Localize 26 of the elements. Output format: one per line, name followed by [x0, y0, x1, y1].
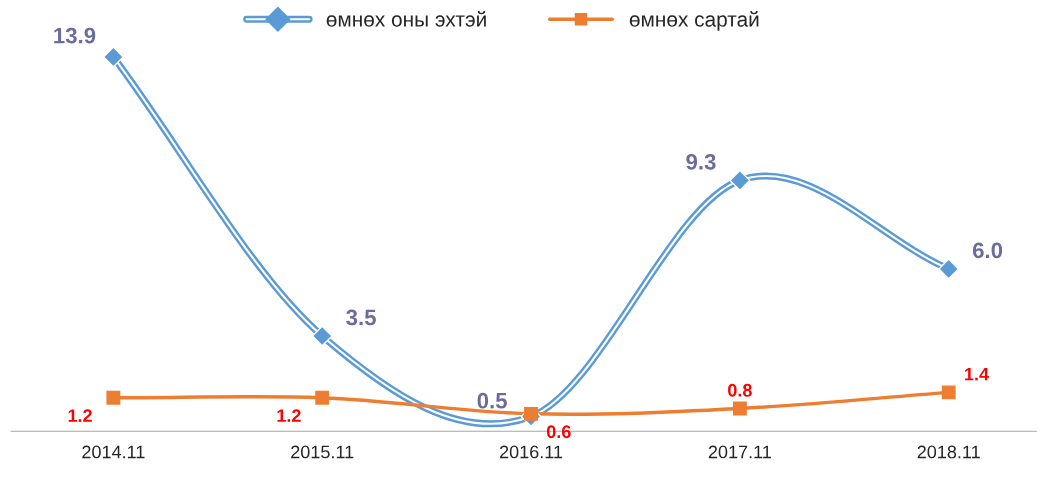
- x-tick-label: 2014.11: [82, 445, 145, 459]
- point: [315, 390, 330, 405]
- point: [106, 390, 121, 405]
- data-label: 3.5: [346, 309, 376, 326]
- x-tick-label: 2015.11: [291, 445, 354, 459]
- point: [732, 401, 747, 416]
- data-label: 9.3: [686, 153, 716, 170]
- data-label: 0.6: [546, 425, 571, 439]
- point: [102, 46, 124, 68]
- data-label: 6.0: [972, 242, 1003, 259]
- legend-label: өмнөх сартай: [629, 11, 759, 31]
- data-label: 1.2: [277, 409, 301, 422]
- x-tick-label: 2018.11: [917, 445, 980, 459]
- data-label: 0.5: [477, 392, 507, 409]
- data-label: 0.8: [728, 383, 752, 397]
- legend-label: өмнөх оны эхтэй: [326, 11, 486, 27]
- data-label: 1.4: [965, 367, 989, 381]
- data-label: 13.9: [54, 27, 96, 44]
- point: [941, 385, 956, 400]
- point: [524, 406, 538, 421]
- point: [938, 258, 960, 280]
- data-label: 1.2: [68, 409, 92, 422]
- point: [311, 325, 333, 347]
- x-tick-label: 2017.11: [708, 445, 771, 459]
- point: [729, 169, 751, 191]
- x-tick-label: 2016.11: [499, 445, 563, 459]
